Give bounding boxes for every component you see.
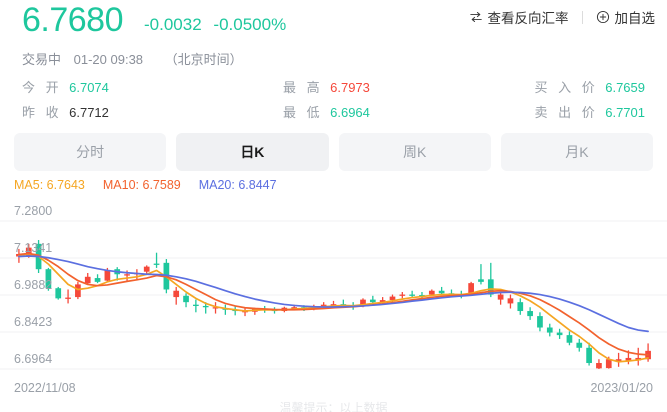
timezone-note: （北京时间）	[164, 52, 243, 67]
stat-open-value: 6.7074	[69, 80, 109, 95]
stat-low-label: 最 低	[283, 105, 324, 120]
stat-prev-close-label: 昨 收	[22, 105, 63, 120]
market-state: 交易中	[22, 52, 62, 67]
tab-daily-k[interactable]: 日K	[176, 133, 329, 171]
stat-low-value: 6.6964	[330, 105, 370, 120]
ma-legend: MA5: 6.7643 MA10: 6.7589 MA20: 6.8447	[14, 176, 277, 194]
footer-cut-label: 温馨提示：以上数据	[279, 401, 388, 412]
chart-period-tabs: 分时 日K 周K 月K	[0, 133, 667, 171]
ma20-legend: MA20: 6.8447	[198, 178, 277, 192]
tab-weekly-k[interactable]: 周K	[338, 133, 491, 171]
change-absolute: -0.0032	[144, 15, 202, 34]
ma5-legend: MA5: 6.7643	[14, 178, 85, 192]
stat-prev-close: 昨 收 6.7712	[22, 101, 109, 124]
stat-bid: 买 入 价 6.7659	[535, 76, 646, 99]
y-axis-label-1: 7.1341	[14, 241, 53, 255]
footer-cut-text: 温馨提示：以上数据	[0, 400, 667, 412]
y-axis-label-4: 6.6964	[14, 352, 53, 366]
stat-high: 最 高 6.7973	[283, 76, 370, 99]
stat-open: 今 开 6.7074	[22, 76, 109, 99]
stat-ask: 卖 出 价 6.7701	[535, 101, 646, 124]
stat-prev-close-value: 6.7712	[69, 105, 109, 120]
add-watchlist-label: 加自选	[614, 11, 656, 26]
plus-circle-icon	[596, 10, 610, 24]
quote-timestamp: 01-20 09:38	[73, 52, 144, 67]
tab-monthly-k[interactable]: 月K	[500, 133, 653, 171]
stat-low: 最 低 6.6964	[283, 101, 370, 124]
candlestick-chart[interactable]: 7.2800 7.1341 6.9882 6.8423 6.6964 2022/…	[0, 200, 667, 412]
market-status-line: 交易中 01-20 09:38 （北京时间）	[22, 50, 243, 70]
change-percent: -0.0500%	[213, 15, 287, 34]
stat-bid-value: 6.7659	[605, 80, 645, 95]
stat-ask-label: 卖 出 价	[534, 105, 599, 120]
ma10-legend: MA10: 6.7589	[102, 178, 181, 192]
quote-header: 6.7680 -0.0032 -0.0500% 查看反向汇率	[0, 0, 667, 44]
stat-bid-label: 买 入 价	[534, 80, 599, 95]
stat-ask-value: 6.7701	[605, 105, 645, 120]
y-axis-label-3: 6.8423	[14, 315, 53, 329]
stat-high-value: 6.7973	[330, 80, 370, 95]
view-reverse-rate-label: 查看反向汇率	[487, 11, 569, 26]
add-watchlist-button[interactable]: 加自选	[596, 7, 656, 27]
candlestick-chart-canvas[interactable]	[0, 200, 667, 412]
x-axis-label-start: 2022/11/08	[14, 381, 76, 395]
tab-minute[interactable]: 分时	[14, 133, 167, 171]
stat-open-label: 今 开	[22, 80, 63, 95]
y-axis-label-0: 7.2800	[14, 204, 53, 218]
header-divider	[581, 10, 583, 24]
y-axis-label-2: 6.9882	[14, 278, 53, 292]
header-actions: 查看反向汇率 加自选	[469, 6, 656, 28]
view-reverse-rate-button[interactable]: 查看反向汇率	[469, 7, 569, 27]
price-change-group: -0.0032 -0.0500%	[144, 14, 286, 36]
stat-high-label: 最 高	[283, 80, 324, 95]
quote-stats: 今 开 6.7074 昨 收 6.7712 最 高 6.7973 最 低 6.6964 …	[0, 76, 667, 124]
swap-arrows-icon	[469, 10, 483, 24]
x-axis-label-end: 2023/01/20	[590, 381, 653, 395]
current-price: 6.7680	[22, 1, 124, 39]
